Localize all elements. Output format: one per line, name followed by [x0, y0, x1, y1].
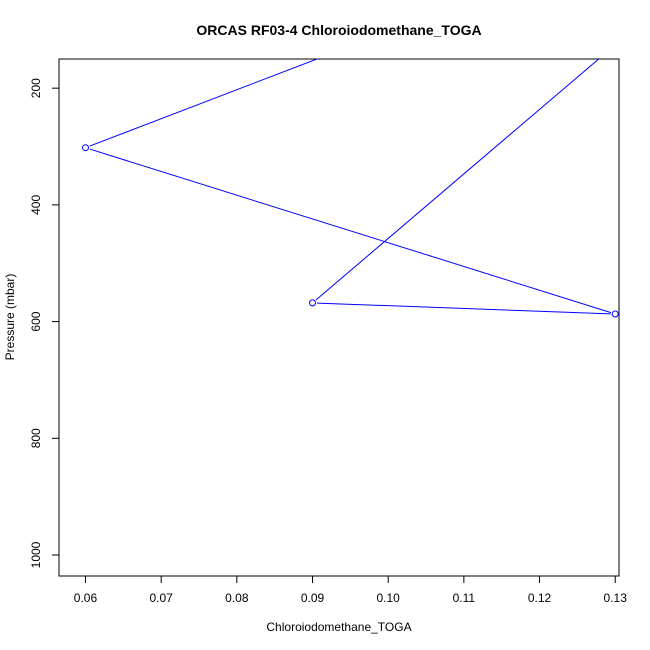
series-segment — [316, 302, 611, 315]
y-tick-label: 200 — [29, 78, 43, 98]
data-point — [309, 299, 317, 307]
chart-title: ORCAS RF03-4 Chloroiodomethane_TOGA — [196, 22, 481, 38]
x-tick-label: 0.12 — [528, 591, 552, 605]
x-tick-label: 0.07 — [149, 591, 173, 605]
x-axis: 0.06 0.07 0.08 0.09 0.10 0.11 0.12 0.13 — [74, 575, 628, 605]
plot-frame — [58, 58, 620, 577]
x-tick-label: 0.13 — [604, 591, 628, 605]
data-point — [81, 144, 89, 152]
y-axis: 200 400 600 800 1000 — [29, 78, 60, 568]
x-tick-label: 0.10 — [377, 591, 401, 605]
y-tick-label: 800 — [29, 428, 43, 448]
data-layer — [81, 59, 619, 318]
data-point — [611, 310, 619, 318]
x-axis-label: Chloroiodomethane_TOGA — [266, 620, 411, 634]
y-tick-label: 1000 — [29, 541, 43, 568]
x-tick-label: 0.11 — [453, 591, 476, 605]
y-tick-label: 400 — [29, 195, 43, 215]
x-tick-label: 0.06 — [74, 591, 98, 605]
series-segment — [89, 148, 612, 314]
series-segment — [315, 59, 600, 301]
y-tick-label: 600 — [29, 311, 43, 331]
y-axis-label: Pressure (mbar) — [3, 274, 17, 361]
series-segment — [89, 59, 319, 147]
x-tick-label: 0.09 — [301, 591, 325, 605]
x-tick-label: 0.08 — [225, 591, 249, 605]
series-0 — [81, 59, 619, 318]
